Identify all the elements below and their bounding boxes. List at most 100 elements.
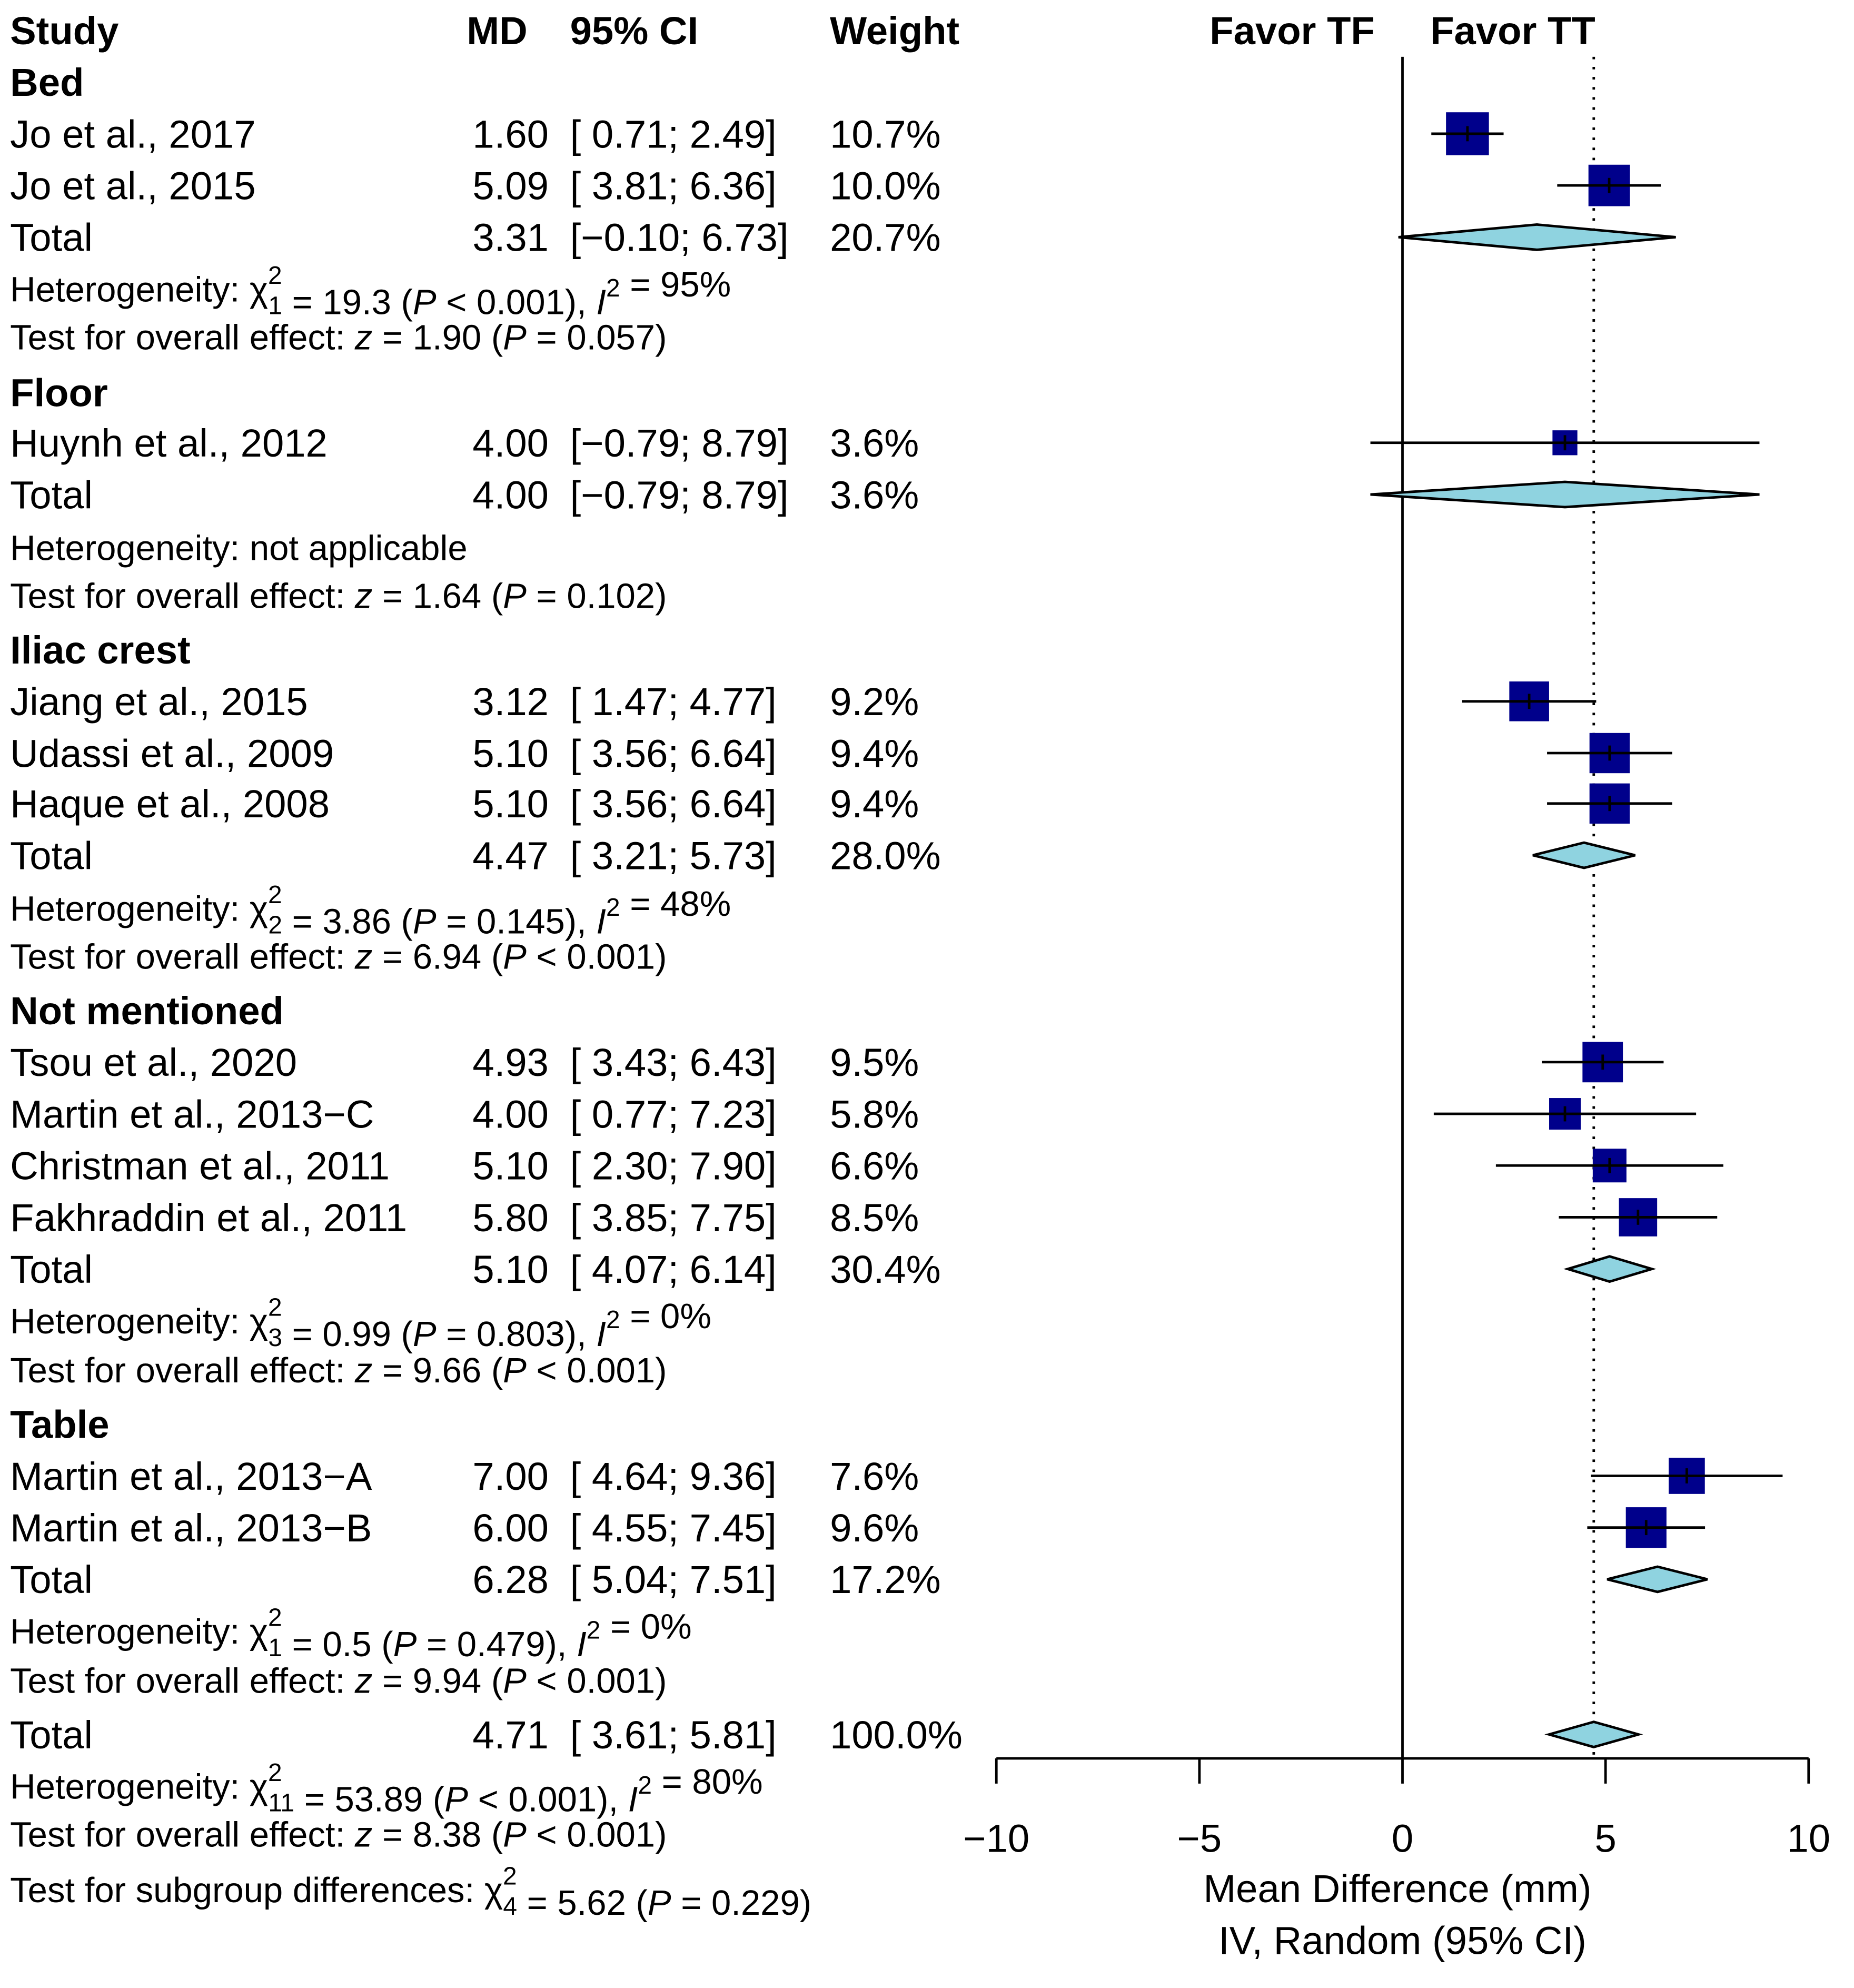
header-study: Study [10, 9, 118, 53]
chi-df-sub: 11 [268, 1789, 294, 1817]
total-md: 4.71 [472, 1713, 549, 1757]
note-text: = 53.89 ( [294, 1780, 444, 1819]
pooled-diamond [1370, 480, 1760, 509]
total-md: 6.28 [472, 1558, 549, 1601]
note-text: = 5.62 ( [517, 1883, 648, 1923]
chi-df-sub: 4 [503, 1893, 517, 1921]
study-weight: 10.7% [830, 112, 941, 156]
total-label: Total [10, 1558, 93, 1601]
study-label: Martin et al., 2013−B [10, 1506, 372, 1550]
study-ci: [ 0.77; 7.23] [570, 1092, 777, 1136]
x-axis-label: Mean Difference (mm) [1203, 1867, 1591, 1911]
chi-df-sup: 2 [268, 1604, 282, 1632]
note-text: = 80% [652, 1762, 763, 1802]
i2-sup: 2 [638, 1772, 652, 1799]
total-ci: [ 3.61; 5.81] [570, 1713, 777, 1757]
header-md: MD [467, 9, 527, 53]
study-label: Haque et al., 2008 [10, 782, 330, 826]
header-favor-left: Favor TF [1209, 9, 1375, 53]
total-ci: [ 3.21; 5.73] [570, 834, 777, 877]
chi-df-sup: 2 [503, 1863, 517, 1891]
statistics-note: Heterogeneity: χ2 3 = 0.99 (P = 0.803), I… [10, 1293, 711, 1353]
study-weight: 8.5% [830, 1196, 919, 1240]
study-weight: 9.4% [830, 731, 919, 775]
total-ci: [ 4.07; 6.14] [570, 1248, 777, 1291]
note-text: = 0.229) [671, 1883, 812, 1923]
statistics-note: Heterogeneity: χ2 1 = 0.5 (P = 0.479), I2… [10, 1604, 692, 1664]
total-weight: 28.0% [830, 834, 941, 877]
note-text: Heterogeneity: χ [10, 889, 268, 929]
statistics-note: Test for overall effect: z = 6.94 (P < 0… [10, 937, 667, 977]
statistics-note: Heterogeneity: not applicable [10, 529, 467, 568]
statistics-note: Heterogeneity: χ2 1 = 19.3 (P < 0.001), I… [10, 262, 731, 322]
total-label: Total [10, 216, 93, 260]
subgroup-label: Bed [10, 61, 84, 104]
note-text: = 19.3 ( [282, 282, 413, 322]
note-text: = 8.38 ( [372, 1815, 503, 1855]
statistics-note: Heterogeneity: χ2 11 = 53.89 (P < 0.001),… [10, 1759, 762, 1819]
note-text: = 0.479), [417, 1625, 577, 1664]
note-text: < 0.001), [468, 1780, 628, 1819]
i2-sup: 2 [606, 894, 620, 922]
chi-df-sup: 2 [268, 1293, 282, 1321]
note-text: Test for overall effect: [10, 577, 355, 616]
study-label: Jo et al., 2015 [10, 164, 255, 208]
total-weight: 30.4% [830, 1248, 941, 1291]
study-ci: [ 2.30; 7.90] [570, 1144, 777, 1188]
i2-sup: 2 [587, 1616, 601, 1644]
study-ci: [ 3.43; 6.43] [570, 1041, 777, 1084]
study-weight: 9.5% [830, 1041, 919, 1084]
x-tick-label: −5 [1177, 1816, 1222, 1860]
note-text: < 0.001) [527, 1661, 667, 1700]
note-text: Heterogeneity: χ [10, 1612, 268, 1651]
study-md: 4.00 [472, 1092, 549, 1136]
statistics-note: Test for overall effect: z = 1.90 (P = 0… [10, 318, 667, 358]
study-weight: 5.8% [830, 1092, 919, 1136]
study-weight: 9.4% [830, 782, 919, 826]
total-label: Total [10, 834, 93, 877]
note-text: Test for overall effect: [10, 1815, 355, 1855]
study-md: 5.09 [472, 164, 549, 208]
statistics-note: Test for overall effect: z = 8.38 (P < 0… [10, 1815, 667, 1855]
study-md: 4.93 [472, 1041, 549, 1084]
note-text: = 0.145), [437, 902, 597, 942]
chi-df-sup: 2 [268, 881, 282, 909]
study-md: 5.80 [472, 1196, 549, 1240]
note-italic: P [648, 1883, 671, 1923]
note-italic: P [413, 902, 437, 942]
note-text: Heterogeneity: χ [10, 1767, 268, 1807]
statistics-note: Test for overall effect: z = 1.64 (P = 0… [10, 577, 667, 616]
note-text: = 6.94 ( [372, 937, 503, 977]
total-weight: 100.0% [830, 1713, 963, 1757]
study-ci: [ 3.56; 6.64] [570, 782, 777, 826]
total-weight: 3.6% [830, 473, 919, 517]
study-label: Udassi et al., 2009 [10, 731, 334, 775]
study-md: 5.10 [472, 782, 549, 826]
note-text: Heterogeneity: χ [10, 1302, 268, 1341]
note-italic: z [354, 1661, 373, 1700]
note-italic: z [354, 1815, 373, 1855]
note-italic: I [577, 1625, 587, 1664]
note-italic: z [354, 318, 373, 358]
x-axis-sublabel: IV, Random (95% CI) [1218, 1918, 1587, 1962]
study-weight: 7.6% [830, 1455, 919, 1498]
note-text: < 0.001) [527, 1351, 667, 1390]
note-text: = 0% [600, 1607, 691, 1646]
study-weight: 9.2% [830, 680, 919, 724]
pooled-diamond [1544, 1720, 1643, 1748]
total-label: Total [10, 473, 93, 517]
total-ci: [−0.79; 8.79] [570, 473, 789, 517]
subgroup-label: Iliac crest [10, 628, 191, 672]
note-text: = 48% [620, 884, 731, 924]
study-label: Martin et al., 2013−A [10, 1455, 372, 1498]
note-text: Test for overall effect: [10, 1661, 355, 1700]
chi-df-sup: 2 [268, 262, 282, 290]
study-ci: [ 4.55; 7.45] [570, 1506, 777, 1550]
note-text: = 0.99 ( [282, 1314, 413, 1354]
study-md: 1.60 [472, 112, 549, 156]
note-text: = 0.803), [437, 1314, 597, 1354]
study-weight: 6.6% [830, 1144, 919, 1188]
i2-sup: 2 [606, 274, 620, 302]
total-md: 3.31 [472, 216, 549, 260]
study-ci: [ 1.47; 4.77] [570, 680, 777, 724]
